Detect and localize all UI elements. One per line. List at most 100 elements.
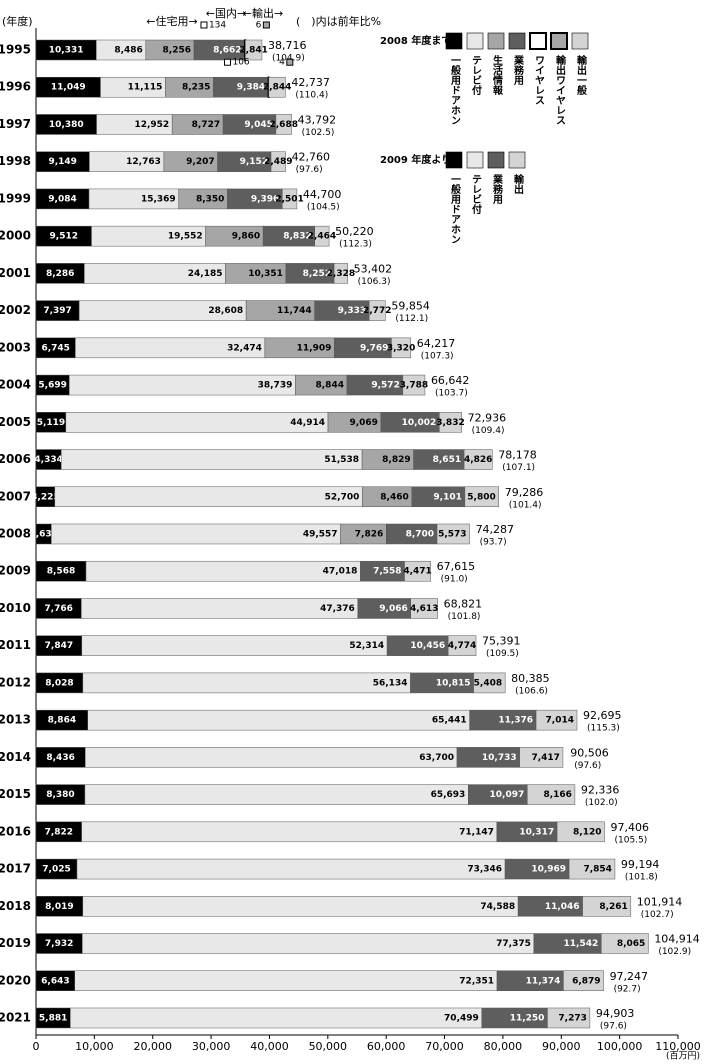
- value-label: 49,557: [303, 529, 338, 539]
- value-label: 3,320: [387, 343, 415, 353]
- marker-box: [200, 21, 208, 29]
- value-label: 2,489: [264, 157, 292, 167]
- value-label: 19,552: [168, 232, 203, 242]
- value-label: 4,826: [464, 455, 492, 465]
- bar-segment: [81, 821, 498, 843]
- bar-segment: [65, 412, 329, 433]
- growth-label: (91.0): [441, 575, 468, 585]
- total-label: 38,716: [268, 39, 307, 52]
- value-label: 9,066: [379, 604, 407, 614]
- value-label: 6,643: [41, 976, 69, 986]
- value-label: 9,396: [251, 194, 279, 204]
- growth-label: (107.3): [421, 351, 454, 361]
- value-label: 11,744: [277, 306, 312, 316]
- total-label: 53,402: [354, 262, 393, 275]
- total-label: 67,615: [437, 560, 476, 573]
- total-label: 92,336: [581, 784, 620, 797]
- y-tick-label: 2014: [0, 750, 31, 764]
- legend-swatch: [466, 151, 484, 169]
- y-tick-label: 2007: [0, 489, 31, 503]
- value-label: 10,815: [436, 678, 471, 688]
- bar-segment: [70, 1007, 483, 1029]
- value-label: 10,351: [248, 269, 283, 279]
- total-label: 50,220: [335, 225, 374, 238]
- total-label: 99,194: [621, 858, 660, 871]
- value-label: 9,152: [240, 157, 268, 167]
- growth-label: (109.4): [472, 426, 505, 436]
- total-label: 75,391: [482, 635, 521, 648]
- legend-label: テレビ付: [470, 55, 482, 96]
- y-tick-label: 1999: [0, 191, 31, 205]
- y-tick-label: 2018: [0, 899, 31, 913]
- value-label: 10,331: [49, 46, 84, 56]
- value-label: 24,185: [188, 269, 223, 279]
- bar-segment: [51, 523, 341, 545]
- value-label: 52,700: [325, 492, 360, 502]
- total-label: 92,695: [583, 709, 622, 722]
- value-label: 106: [232, 58, 249, 68]
- y-tick-label: 2015: [0, 787, 31, 801]
- growth-label: (101.4): [509, 500, 542, 510]
- y-tick-label: 2016: [0, 824, 31, 838]
- bar-segment: [410, 598, 438, 619]
- value-label: 10,380: [49, 120, 84, 130]
- legend-label: テレビ付: [470, 174, 482, 215]
- bar-segment: [368, 300, 386, 321]
- value-label: 3,225: [31, 492, 59, 502]
- legend-label: ワイヤレス: [533, 55, 545, 105]
- value-label: 7,558: [373, 567, 401, 577]
- y-tick-label: 2017: [0, 862, 31, 876]
- legend-swatch: [550, 32, 568, 50]
- value-label: 2,844: [263, 83, 291, 93]
- value-label: 8,028: [45, 678, 73, 688]
- value-label: 5,119: [37, 418, 65, 428]
- y-tick-label: 2020: [0, 973, 31, 987]
- value-label: 8,252: [303, 269, 331, 279]
- growth-label: (107.1): [502, 463, 535, 473]
- value-label: 5,408: [474, 678, 502, 688]
- y-tick-label: 1997: [0, 117, 31, 131]
- y-tick-label: 2001: [0, 266, 31, 280]
- total-label: 42,760: [292, 151, 331, 164]
- value-label: 65,693: [431, 790, 466, 800]
- value-label: 2,841: [239, 46, 267, 56]
- x-tick-label: 20,000: [133, 1040, 172, 1053]
- y-tick-label: 2010: [0, 601, 31, 615]
- x-tick-label: 10,000: [75, 1040, 114, 1053]
- legend-label: 生活情報: [491, 54, 503, 96]
- growth-label: (102.7): [641, 910, 674, 920]
- total-label: 101,914: [637, 895, 683, 908]
- value-label: 10,733: [482, 753, 517, 763]
- y-tick-label: 2009: [0, 564, 31, 578]
- value-label: 6: [256, 21, 262, 31]
- value-label: 7,417: [531, 753, 559, 763]
- value-label: 11,542: [564, 939, 599, 949]
- value-label: 5,699: [38, 381, 66, 391]
- bar-segment: [268, 76, 286, 98]
- value-label: 7,397: [43, 306, 71, 316]
- value-label: 8,700: [406, 529, 434, 539]
- y-tick-label: 2012: [0, 675, 31, 689]
- value-label: 7,932: [45, 939, 73, 949]
- value-label: 38,739: [258, 381, 293, 391]
- total-label: 97,247: [610, 970, 649, 983]
- bar-segment: [404, 560, 431, 582]
- value-label: 8,350: [196, 194, 224, 204]
- value-label: 47,018: [323, 567, 358, 577]
- value-label: 32,474: [227, 343, 262, 353]
- y-tick-label: 2008: [0, 526, 31, 540]
- growth-label: (112.1): [395, 314, 428, 324]
- y-tick-label: 2002: [0, 303, 31, 317]
- value-label: 8,256: [163, 46, 191, 56]
- value-label: 65,441: [432, 716, 467, 726]
- legend-label: 輸出: [512, 173, 524, 195]
- legend-label: 業務用: [512, 54, 525, 86]
- legend-swatch: [508, 32, 526, 50]
- legend-label: 一般用ドアホン: [449, 55, 462, 125]
- x-tick-label: 60,000: [367, 1040, 406, 1053]
- legend-label: 輸出一般: [575, 54, 587, 96]
- x-tick-label: 110,000: [655, 1040, 701, 1053]
- y-tick-label: 2021: [0, 1010, 31, 1024]
- bar-segment: [270, 151, 286, 172]
- total-label: 64,217: [417, 337, 456, 350]
